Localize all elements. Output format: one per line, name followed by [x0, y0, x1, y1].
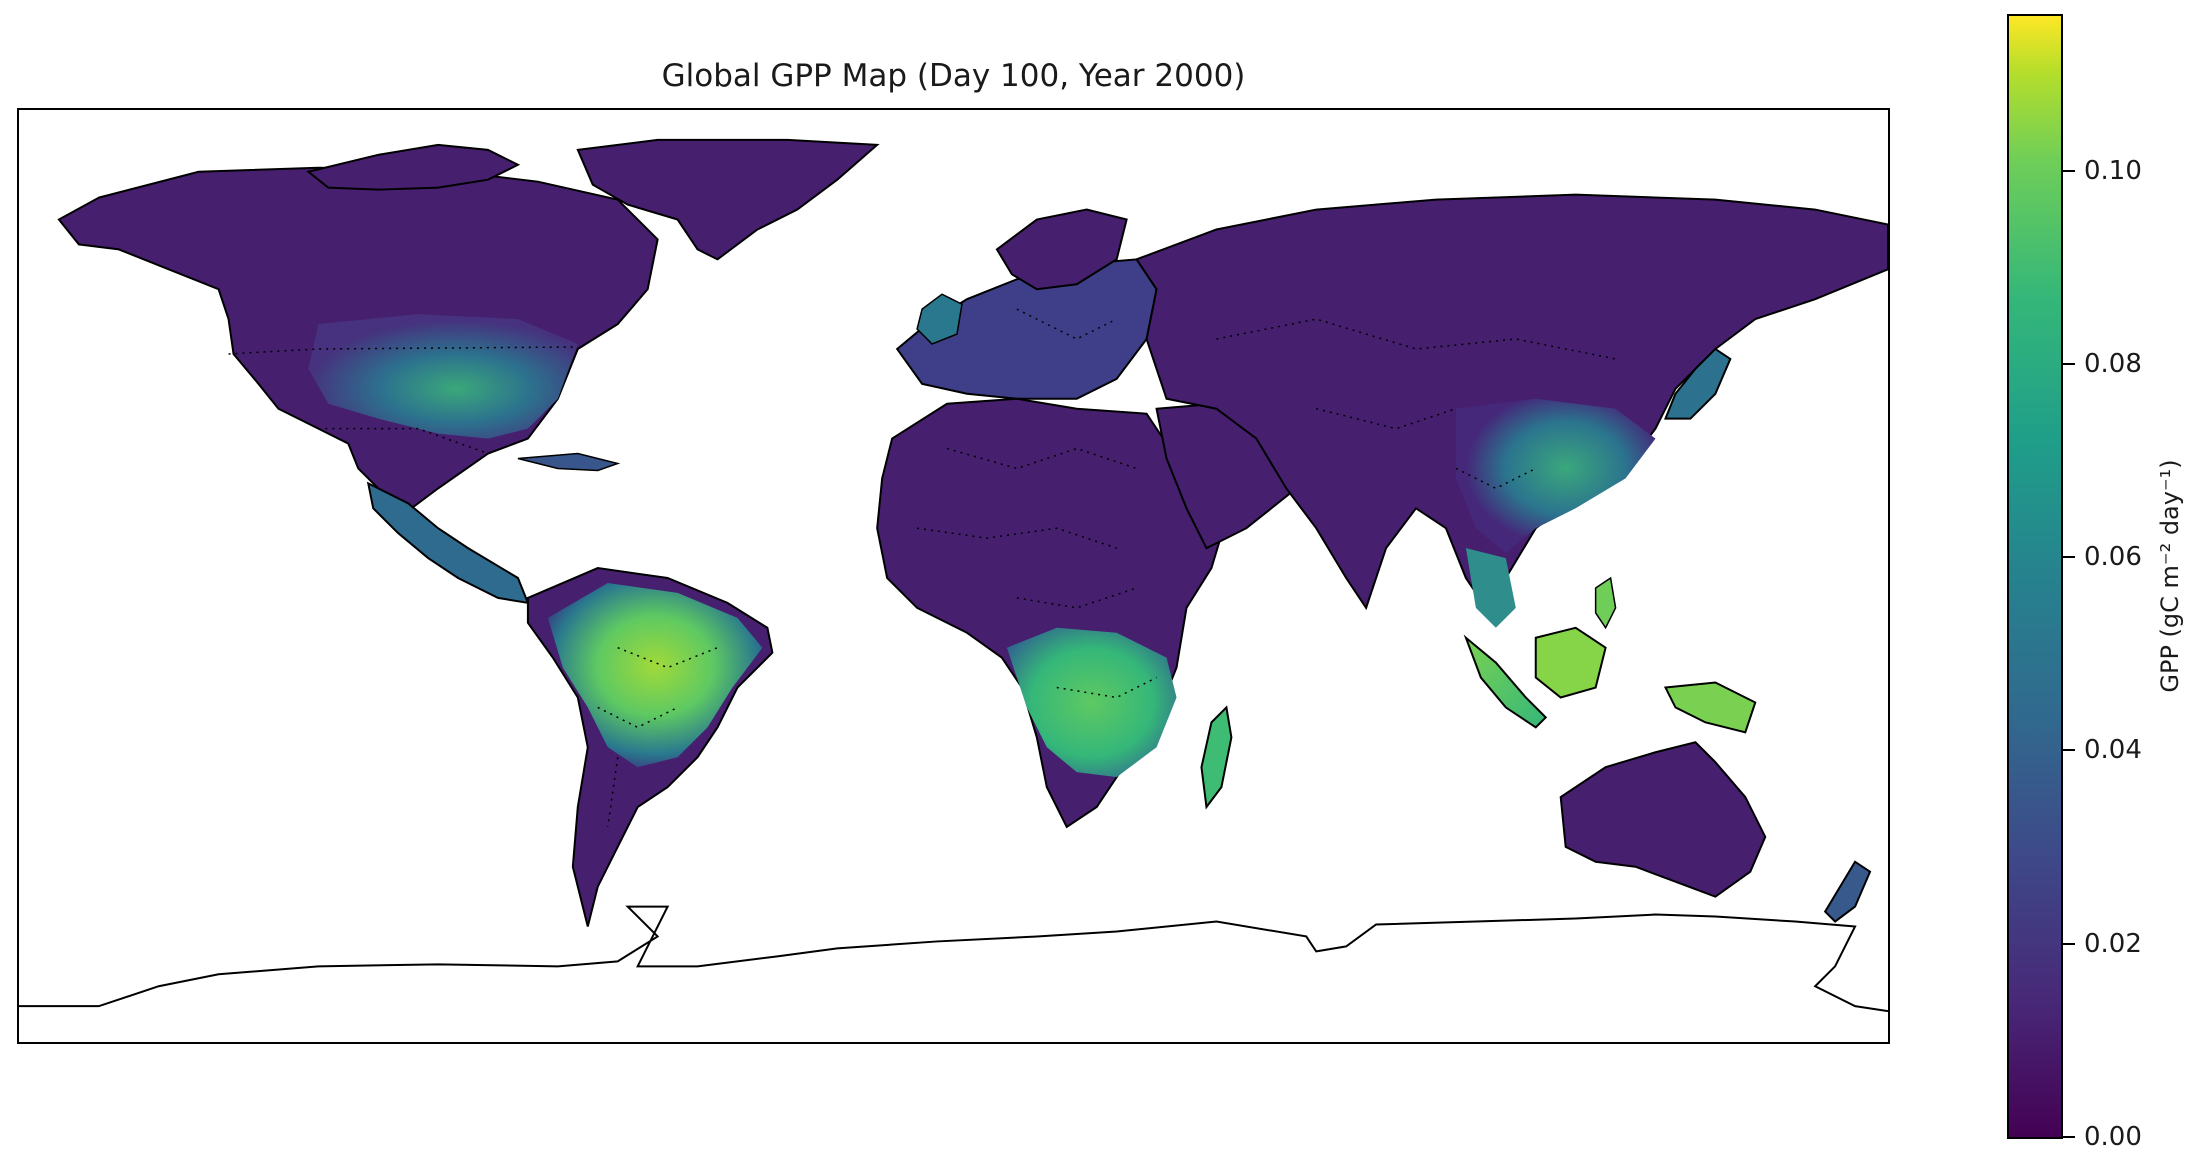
antarctica-coastline	[19, 905, 1888, 1013]
landmass-australia	[1559, 741, 1767, 898]
uk-ireland	[916, 293, 963, 345]
colorbar-tick	[2063, 1136, 2075, 1138]
china-vegetation	[1455, 398, 1656, 554]
amazon-vegetation	[547, 582, 763, 768]
landmass-philippines	[1594, 576, 1617, 630]
colorbar-tick-label: 0.10	[2084, 155, 2142, 186]
colorbar-tick	[2063, 942, 2075, 945]
landmass-new-guinea	[1663, 681, 1757, 734]
country-borders	[228, 308, 1616, 828]
colorbar-tick	[2063, 169, 2075, 172]
colorbar	[2007, 14, 2063, 1139]
scandinavia	[995, 208, 1128, 291]
map-plot-area[interactable]	[17, 108, 1890, 1044]
landmass-greenland	[576, 138, 880, 261]
usa-vegetation	[308, 314, 578, 439]
landmass-sumatra	[1463, 634, 1548, 729]
colorbar-tick	[2063, 749, 2075, 752]
colorbar-tick-label: 0.02	[2084, 928, 2142, 959]
world-map	[19, 138, 1888, 1013]
landmass-caribbean	[517, 452, 621, 472]
colorbar-tick-label: 0.00	[2084, 1122, 2142, 1152]
landmass-arctic-islands	[306, 143, 521, 191]
landmass-borneo	[1534, 626, 1607, 699]
landmass-japan	[1664, 347, 1732, 420]
colorbar-tick	[2063, 556, 2075, 559]
colorbar-tick-label: 0.04	[2084, 735, 2142, 766]
congo-vegetation	[1006, 627, 1177, 778]
se-asia-vegetation	[1465, 548, 1516, 628]
colorbar-label: GPP (gC m⁻² day⁻¹)	[2156, 459, 2184, 693]
map-title: Global GPP Map (Day 100, Year 2000)	[661, 58, 1246, 94]
madagascar	[1200, 705, 1233, 810]
colorbar-tick-label: 0.08	[2084, 348, 2142, 379]
landmass-new-zealand	[1823, 860, 1872, 923]
landmass-central-america	[366, 481, 530, 605]
colorbar-tick-label: 0.06	[2084, 542, 2142, 573]
colorbar-tick	[2063, 362, 2075, 365]
